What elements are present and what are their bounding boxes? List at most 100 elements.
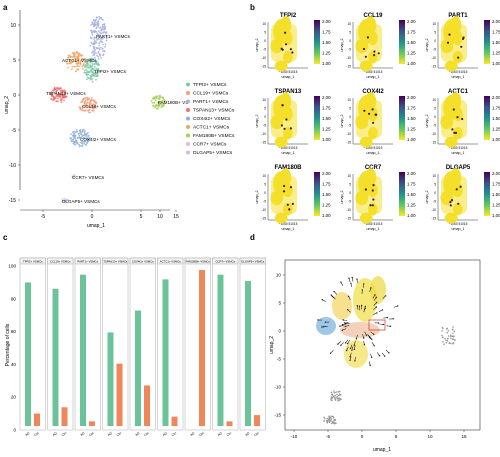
gray-cell [336,396,339,398]
cluster-point [85,65,87,67]
cluster-point [86,98,89,101]
feature-plot-ytick: 10 [347,98,351,102]
cluster-point [158,104,161,106]
cluster-point [79,62,82,65]
cluster-point [75,55,78,58]
cluster-point [152,98,155,100]
cluster-point [50,93,52,96]
feature-plot-ytick: 5 [349,183,351,187]
cluster-point [81,54,83,57]
cluster-point [81,107,84,110]
feature-plot-ytick: -15 [346,65,351,69]
cluster-point [100,16,102,19]
cluster-point [73,55,76,58]
gray-cell [337,391,340,393]
velocity-arrow-head [375,306,378,308]
colorbar-tick: 1.75 [407,106,416,111]
expression-point [374,113,377,116]
facet-strip-label: DLGAP5+ VSMCs [241,259,265,263]
expression-point [377,52,380,55]
cluster-point [92,103,95,106]
panel-a-ytick-label: -15 [9,198,16,204]
colorbar-tick: 1.75 [407,182,416,187]
cluster-point [83,57,86,60]
gray-cell [441,336,444,339]
cluster-point [97,37,100,39]
panel-letter-c: c [3,233,8,242]
expression-point [289,48,292,51]
velocity-arrow-head [376,312,378,314]
feature-plot-xtick: −1050 51015 [279,146,298,150]
cluster-point [150,99,153,102]
panel-d-xtick-label: 0 [361,434,364,439]
velocity-arrow-head [340,281,342,283]
expression-point [288,208,291,211]
feature-plot-ytick: -15 [431,217,436,221]
cluster-point [96,39,98,41]
cluster-point [59,99,62,102]
feature-plot-title: CCL19 [363,13,383,19]
velocity-arrow-head [384,355,386,357]
cluster-point [62,90,65,92]
gray-cell [328,415,330,418]
feature-plot-ylabel: umap_2 [425,39,429,52]
velocity-arrow-head [350,282,352,284]
cluster-point [94,23,97,26]
cluster-point [74,70,77,73]
gray-cell [331,397,334,400]
cluster-point [92,51,95,53]
expression-point [363,109,366,112]
colorbar-tick: 1.00 [407,213,416,218]
bar-group-label: Ctrl [253,431,260,437]
cluster-point [92,54,95,57]
gray-cell [335,391,338,393]
feature-plot-ytick: -5 [433,200,436,204]
cluster-point [95,41,98,44]
velocity-arrow-head [345,349,348,352]
cluster-point [159,101,162,104]
feature-plot-ytick: 0 [434,39,436,43]
feature-plot-ytick: 10 [262,22,266,26]
cell-region [316,317,336,335]
feature-plot-ytick: -10 [261,132,266,136]
cluster-point [91,67,94,70]
cluster-point [153,97,156,100]
cluster-point [98,30,100,33]
cluster-point [83,69,86,72]
cluster-point [79,141,82,144]
legend-label: ACTC1+ VSMCs [193,125,230,131]
cluster-point [87,136,89,138]
cluster-label: DLGAP5+ VSMCs [62,199,100,204]
feature-plot-ytick: 0 [434,115,436,119]
expression-point [286,203,289,206]
bar-ad [107,332,114,426]
expression-point [373,50,376,53]
feature-plot-xlabel: umap_1 [282,151,295,155]
cluster-point [104,27,106,29]
panel-d-ytick-label: -10 [274,385,281,390]
cluster-point [86,62,88,64]
cluster-point [100,37,103,39]
cluster-point [97,51,100,54]
velocity-arrow-head [369,364,371,367]
panel-d-xtick-label: -10 [291,434,298,439]
feature-plot-xtick: −1050 51015 [279,222,298,226]
feature-plot-xtick: −1050 51015 [364,222,383,226]
feature-plot-ytick: -5 [348,124,351,128]
cluster-point [77,132,80,135]
feature-plot-xlabel: umap_1 [367,151,380,155]
cluster-point [95,18,97,21]
facet-strip-label: CCR7+ VSMCs [215,259,235,263]
bar-group-label: Ctrl [88,431,95,437]
velocity-arrow-head [351,349,353,351]
colorbar-tick: 1.25 [407,127,416,132]
colorbar-tick: 1.50 [322,40,331,45]
cluster-point [63,99,65,102]
cluster-point [92,45,95,48]
feature-plot-ytick: -10 [346,208,351,212]
cluster-point [90,78,92,81]
cell-cloud [271,100,297,138]
cluster-point [95,78,97,81]
cluster-point [85,74,88,77]
